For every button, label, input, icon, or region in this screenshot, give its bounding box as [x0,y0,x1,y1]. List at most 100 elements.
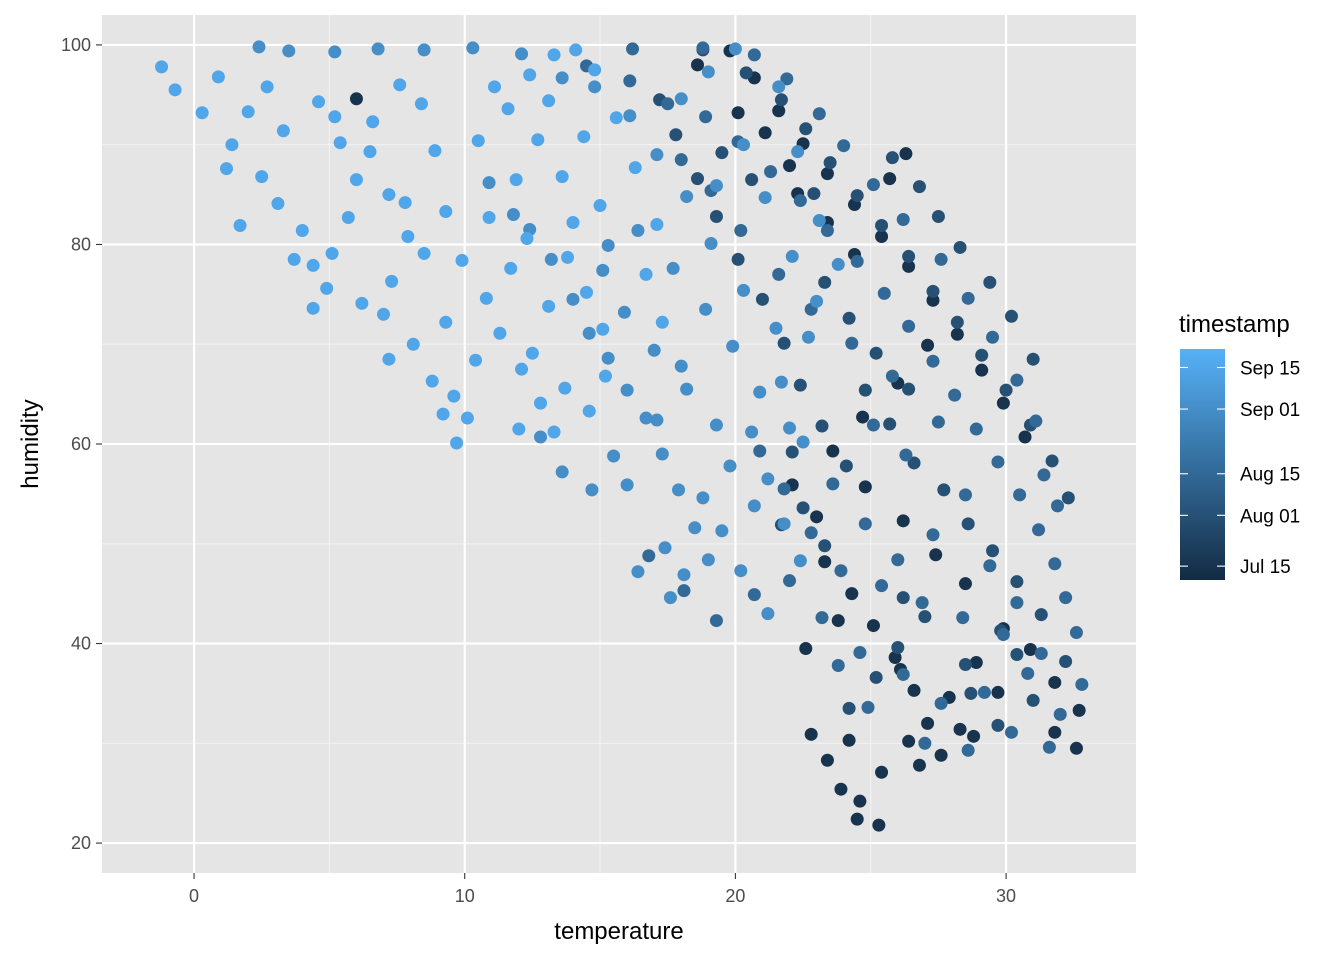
scatter-point [333,136,347,150]
scatter-point [737,138,751,152]
scatter-point [688,521,702,535]
scatter-point [382,352,396,366]
tick-labels: 0 10 20 30 20 40 60 80 100 [61,35,1016,906]
scatter-point [958,488,972,502]
scatter-point [655,447,669,461]
scatter-point [639,411,653,425]
scatter-point [506,208,520,222]
scatter-point [328,110,342,124]
scatter-point [195,106,209,120]
scatter-point [555,465,569,479]
scatter-point [737,283,751,297]
scatter-point [950,315,964,329]
scatter-point [647,343,661,357]
scatter-point [504,261,518,275]
scatter-point [834,782,848,796]
scatter-point [542,94,556,108]
scatter-point [772,80,786,94]
scatter-point [739,66,753,80]
scatter-point [674,153,688,167]
scatter-point [799,122,813,136]
scatter-point [623,109,637,123]
legend-label: Aug 15 [1240,465,1300,486]
legend-ticks: Sep 15 Sep 01 Aug 15 Aug 01 Jul 15 [1180,358,1300,578]
series-aug-01 [653,43,1075,732]
scatter-point [996,628,1010,642]
scatter-point [1026,352,1040,366]
scatter-point [312,95,326,109]
y-tick-label: 40 [71,634,91,654]
scatter-point [1075,677,1089,691]
scatter-point [1053,707,1067,721]
scatter-point [1042,740,1056,754]
scatter-point [623,74,637,88]
scatter-point [818,275,832,289]
scatter-point [820,223,834,237]
scatter-point [826,477,840,491]
scatter-point [934,252,948,266]
scatter-point [780,72,794,86]
scatter-point [577,130,591,144]
scatter-point [853,794,867,808]
scatter-point [349,92,363,106]
series-aug-15 [580,41,1089,757]
scatter-point [1072,703,1086,717]
scatter-point [810,294,824,308]
scatter-point [655,315,669,329]
scatter-point [393,78,407,92]
scatter-point [772,104,786,118]
legend-label: Sep 15 [1240,358,1300,379]
legend-label: Jul 15 [1240,557,1291,578]
scatter-point [807,187,821,201]
scatter-point [515,362,529,376]
scatter-point [295,223,309,237]
scatter-point [918,610,932,624]
scatter-point [902,319,916,333]
scatter-point [674,92,688,106]
scatter-point [731,106,745,120]
scatter-point [1051,499,1065,513]
scatter-point [377,307,391,321]
scatter-point [875,765,889,779]
scatter-point [366,115,380,129]
scatter-point [1013,488,1027,502]
scatter-point [826,444,840,458]
y-tick-label: 60 [71,434,91,454]
scatter-point [658,541,672,555]
scatter-point [401,229,415,243]
scatter-point [631,565,645,579]
scatter-point [850,812,864,826]
scatter-point [1029,414,1043,428]
scatter-point [534,430,548,444]
scatter-point [306,301,320,315]
scatter-point [598,369,612,383]
scatter-point [831,257,845,271]
scatter-point [948,388,962,402]
scatter-point [785,445,799,459]
scatter-point [753,444,767,458]
x-axis-title: temperature [554,918,683,945]
scatter-point [349,173,363,187]
scatter-point [961,517,975,531]
scatter-point [585,483,599,497]
scatter-point [363,145,377,159]
scatter-point [371,42,385,56]
scatter-point [1032,523,1046,537]
scatter-point [1021,666,1035,680]
scatter-point [772,267,786,281]
scatter-point [869,670,883,684]
scatter-point [842,311,856,325]
scatter-point [777,336,791,350]
scatter-point [877,286,891,300]
scatter-point [569,43,583,57]
scatter-point [804,727,818,741]
scatter-point [680,382,694,396]
scatter-point [1045,454,1059,468]
scatter-point [745,425,759,439]
y-axis-title: humidity [17,399,44,488]
scatter-point [709,614,723,628]
scatter-point [1018,430,1032,444]
y-tick-label: 100 [61,35,91,55]
scatter-point [1010,648,1024,662]
scatter-point [493,326,507,340]
